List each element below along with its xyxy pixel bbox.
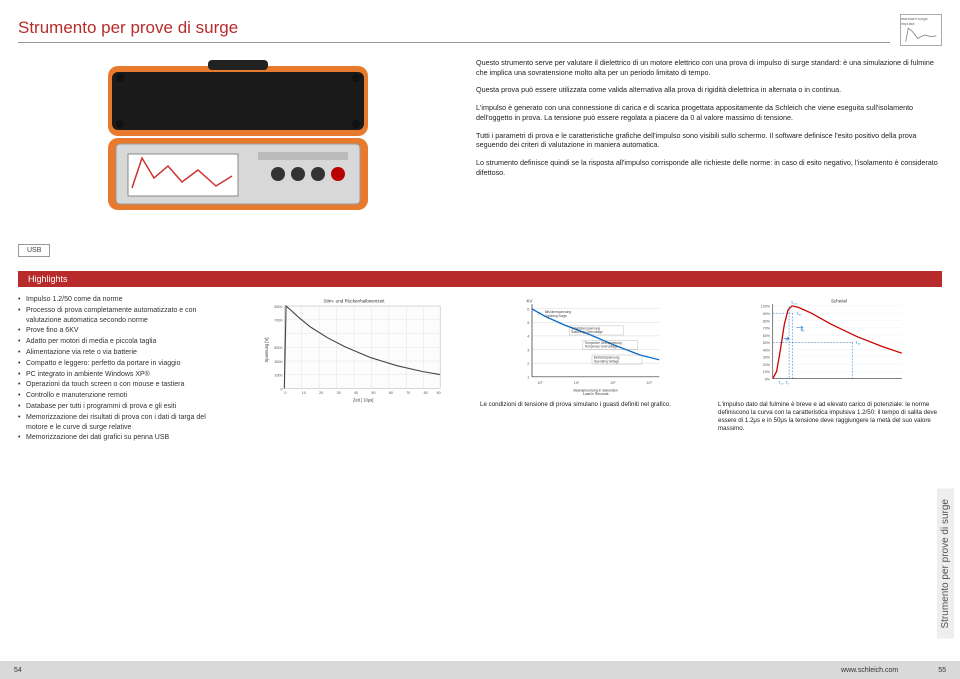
svg-text:Temporary Overvoltage: Temporary Overvoltage: [585, 345, 618, 349]
svg-text:40%: 40%: [763, 348, 771, 352]
svg-text:Spannung [V]: Spannung [V]: [264, 338, 269, 363]
svg-text:2: 2: [527, 362, 529, 366]
svg-text:100%: 100%: [761, 305, 771, 309]
svg-text:7000: 7000: [274, 319, 282, 323]
svg-text:5000: 5000: [274, 346, 282, 350]
highlight-item: Controllo e manutenzione remoti: [18, 391, 228, 401]
svg-text:10⁰: 10⁰: [537, 381, 543, 385]
chart1-title: Stirn- und Rückenhalbwertzeit: [323, 298, 385, 303]
svg-text:80: 80: [424, 391, 428, 395]
page-num-left: 54: [14, 667, 22, 674]
svg-text:60%: 60%: [763, 334, 771, 338]
highlight-item: Compatto e leggero: perfetto da portare …: [18, 359, 228, 369]
chart2-caption: Le condizioni di tensione di prova simul…: [480, 401, 704, 409]
highlight-item: Prove fino a 6KV: [18, 326, 228, 336]
svg-text:10²: 10²: [610, 381, 616, 385]
highlight-item: Memorizzazione dei risultati di prova co…: [18, 413, 228, 433]
highlight-item: Alimentazione via rete o via batterie: [18, 348, 228, 358]
svg-text:60: 60: [389, 391, 393, 395]
footer-url: www.schleich.com: [841, 667, 898, 674]
highlights-list: Impulso 1.2/50 come da normeProcesso di …: [18, 295, 228, 444]
svg-text:30: 30: [337, 391, 341, 395]
svg-text:1000: 1000: [274, 374, 282, 378]
page-footer: 54 www.schleich.com 55: [0, 661, 960, 679]
svg-text:T₉₀: T₉₀: [796, 312, 802, 316]
svg-text:3000: 3000: [274, 360, 282, 364]
highlight-item: Database per tutti i programmi di prova …: [18, 402, 228, 412]
svg-text:Zeit [ 10μs]: Zeit [ 10μs]: [353, 397, 373, 402]
chart-kv-load: KV 65 43 21 10⁰10¹10²10³ Blitzüberspannu…: [480, 295, 704, 444]
highlight-item: Memorizzazione dei dati grafici su penna…: [18, 433, 228, 443]
badge-label: standard surge impulse: [901, 16, 941, 26]
svg-text:70%: 70%: [763, 327, 771, 331]
svg-text:70: 70: [406, 391, 410, 395]
svg-text:6: 6: [527, 307, 529, 311]
svg-text:0%: 0%: [765, 377, 771, 381]
chart3-caption: L'impulso dato dal fulmine è breve e ad …: [718, 401, 942, 433]
svg-text:3: 3: [527, 348, 529, 352]
surge-badge: standard surge impulse: [900, 14, 942, 46]
description-text: Questo strumento serve per valutare il d…: [476, 58, 942, 257]
para-2: L'impulso è generato con una connessione…: [476, 103, 942, 122]
highlight-item: Adatto per motori di media e piccola tag…: [18, 337, 228, 347]
svg-text:0: 0: [284, 391, 286, 395]
svg-text:80%: 80%: [763, 319, 771, 323]
side-tab: Strumento per prove di surge: [937, 489, 954, 639]
svg-text:Load in Seconds: Load in Seconds: [583, 392, 609, 395]
para-1: Questa prova può essere utilizzata come …: [476, 85, 942, 95]
svg-text:20%: 20%: [763, 363, 771, 367]
svg-text:T₁₀: T₁₀: [778, 381, 784, 385]
svg-text:KV: KV: [527, 298, 533, 303]
svg-text:Tᴅ: Tᴅ: [800, 328, 804, 332]
svg-text:5: 5: [527, 321, 529, 325]
svg-text:Lightning Surge: Lightning Surge: [545, 314, 567, 318]
svg-text:1: 1: [527, 376, 529, 380]
svg-text:10¹: 10¹: [574, 381, 580, 385]
chart-impulse-decay: Stirn- und Rückenhalbwertzeit 83007000 5…: [242, 295, 466, 444]
para-0: Questo strumento serve per valutare il d…: [476, 58, 942, 77]
svg-text:4: 4: [527, 335, 529, 339]
svg-text:T₁₀₀: T₁₀₀: [791, 301, 798, 305]
svg-text:50: 50: [371, 391, 375, 395]
svg-text:30%: 30%: [763, 356, 771, 360]
svg-text:0: 0: [280, 387, 282, 391]
para-3: Tutti i parametri di prova e le caratter…: [476, 131, 942, 150]
chart-scheitel: Scheitel 100% 90% 80%: [718, 295, 942, 444]
svg-text:10%: 10%: [763, 370, 771, 374]
svg-text:T₀: T₀: [785, 381, 789, 385]
highlights-header: Highlights: [18, 271, 942, 287]
usb-tag: USB: [18, 244, 50, 257]
para-4: Lo strumento definisce quindi se la risp…: [476, 158, 942, 177]
svg-text:T₅₀: T₅₀: [855, 341, 861, 345]
svg-text:50%: 50%: [763, 341, 771, 345]
svg-text:10³: 10³: [647, 381, 653, 385]
svg-text:8300: 8300: [274, 305, 282, 309]
highlight-item: Operazioni da touch screen o con mouse e…: [18, 380, 228, 390]
svg-text:90%: 90%: [763, 312, 771, 316]
highlight-item: Processo di prova completamente automati…: [18, 306, 228, 326]
svg-text:Switching Overvoltage: Switching Overvoltage: [571, 330, 603, 334]
page-title: Strumento per prove di surge: [18, 18, 890, 43]
svg-text:Operating Voltage: Operating Voltage: [594, 359, 620, 363]
svg-text:20: 20: [319, 391, 323, 395]
highlight-item: Impulso 1.2/50 come da norme: [18, 295, 228, 305]
svg-text:40: 40: [354, 391, 358, 395]
svg-text:90: 90: [437, 391, 441, 395]
page-num-right: 55: [938, 667, 946, 674]
highlight-item: PC integrato in ambiente Windows XP®: [18, 370, 228, 380]
device-image: [98, 58, 378, 218]
svg-text:Scheitel: Scheitel: [831, 298, 847, 303]
svg-text:10: 10: [302, 391, 306, 395]
